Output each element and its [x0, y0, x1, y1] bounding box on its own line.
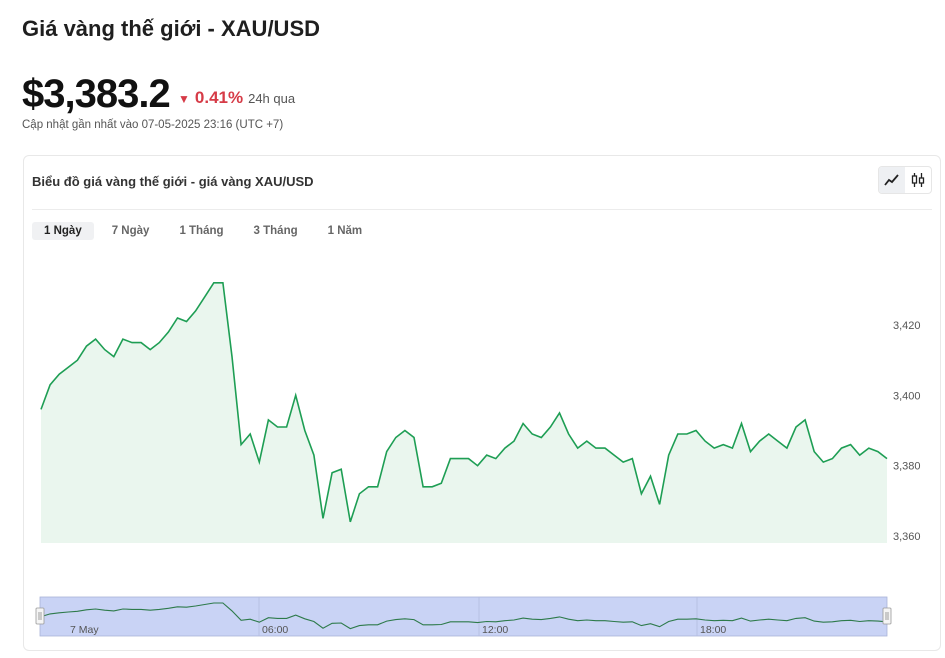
navigator-labels: 7 May 06:00 12:00 18:00 [70, 624, 726, 636]
chart-card: Biểu đồ giá vàng thế giới - giá vàng XAU… [23, 155, 941, 651]
header-divider [32, 209, 932, 210]
candlestick-icon [911, 173, 925, 187]
line-chart-icon [884, 174, 899, 186]
down-arrow-icon: ▼ [178, 92, 190, 106]
line-chart-button[interactable] [879, 167, 905, 193]
y-tick-label: 3,420 [893, 320, 921, 332]
card-title: Biểu đồ giá vàng thế giới - giá vàng XAU… [32, 174, 314, 189]
price-area [41, 282, 887, 543]
navigator-left-handle[interactable] [35, 607, 45, 625]
navigator-tick-label: 7 May [70, 624, 99, 636]
current-price: $3,383.2 [22, 72, 171, 116]
tab-1-month[interactable]: 1 Tháng [179, 225, 224, 237]
navigator-right-handle[interactable] [882, 607, 892, 625]
tab-1-day[interactable]: 1 Ngày [32, 222, 94, 240]
tab-7-days[interactable]: 7 Ngày [111, 225, 150, 237]
timeframe-tabs: 1 Ngày 7 Ngày 1 Tháng 3 Tháng 1 Năm [32, 222, 374, 240]
y-axis: 3,360 3,380 3,400 3,420 [893, 320, 921, 543]
y-tick-label: 3,360 [893, 531, 921, 543]
tab-3-months[interactable]: 3 Tháng [253, 225, 298, 237]
candlestick-button[interactable] [905, 167, 931, 193]
navigator-selection[interactable] [39, 596, 888, 637]
last-updated: Cập nhật gần nhất vào 07-05-2025 23:16 (… [22, 119, 284, 131]
navigator-tick-label: 06:00 [262, 624, 288, 636]
chart-type-toggle [878, 166, 932, 194]
change-period: 24h qua [248, 91, 296, 106]
navigator-grid [258, 597, 698, 636]
navigator-line [40, 602, 888, 630]
y-tick-label: 3,400 [893, 390, 921, 402]
page-title: Giá vàng thế giới - XAU/USD [22, 16, 321, 41]
change-percent: 0.41% [194, 88, 244, 107]
navigator-tick-label: 18:00 [700, 624, 726, 636]
tab-1-year[interactable]: 1 Năm [327, 225, 363, 237]
y-tick-label: 3,380 [893, 461, 921, 473]
navigator-tick-label: 12:00 [482, 624, 508, 636]
price-change: ▼ 0.41% 24h qua [178, 88, 295, 108]
price-line [40, 281, 888, 523]
range-navigator[interactable]: 7 May 06:00 12:00 18:00 [35, 596, 892, 637]
